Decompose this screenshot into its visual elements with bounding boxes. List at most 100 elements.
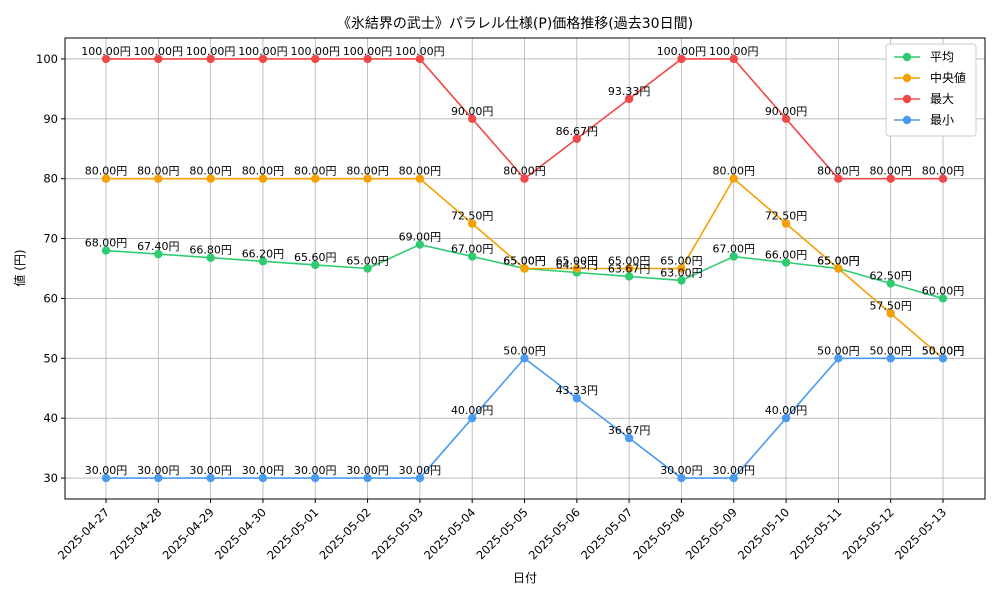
- y-tick-label: 60: [43, 291, 58, 305]
- data-label: 80.00円: [713, 165, 756, 178]
- data-point: [572, 394, 582, 403]
- x-tick-label: 2025-05-09: [683, 505, 740, 562]
- data-label: 100.00円: [291, 45, 341, 58]
- data-point: [258, 473, 268, 483]
- y-tick-label: 70: [43, 232, 58, 246]
- y-tick-label: 30: [43, 471, 58, 485]
- y-tick-label: 50: [43, 351, 58, 365]
- data-label: 65.00円: [817, 255, 860, 268]
- data-point: [415, 174, 425, 183]
- data-point: [781, 413, 791, 423]
- data-label: 80.00円: [399, 165, 442, 178]
- x-tick-label: 2025-04-29: [160, 505, 217, 562]
- data-point: [729, 473, 738, 483]
- data-label: 80.00円: [242, 165, 285, 178]
- data-point: [624, 433, 634, 443]
- data-point: [154, 249, 163, 259]
- data-label: 68.00円: [85, 237, 128, 250]
- x-tick-label: 2025-05-04: [421, 505, 478, 562]
- data-point: [886, 174, 895, 183]
- data-point: [938, 354, 948, 363]
- data-label: 100.00円: [709, 45, 759, 58]
- data-point: [311, 174, 320, 183]
- data-label: 80.00円: [294, 165, 337, 178]
- data-label: 100.00円: [343, 45, 393, 58]
- y-tick-label: 40: [43, 411, 58, 425]
- x-tick-label: 2025-05-13: [892, 505, 949, 562]
- data-label: 90.00円: [451, 105, 494, 118]
- x-tick-label: 2025-05-10: [735, 505, 792, 562]
- data-point: [415, 473, 425, 483]
- legend-label: 最大: [930, 92, 954, 106]
- data-label: 65.60円: [294, 251, 337, 264]
- x-tick-label: 2025-05-11: [787, 505, 844, 562]
- data-point: [415, 54, 425, 64]
- data-label: 57.50円: [869, 299, 912, 312]
- data-label: 50.00円: [503, 344, 546, 357]
- data-point: [834, 264, 843, 273]
- data-label: 80.00円: [503, 165, 546, 178]
- data-label: 65.00円: [608, 255, 651, 268]
- data-point: [624, 264, 634, 273]
- data-label: 30.00円: [294, 464, 337, 477]
- data-point: [729, 54, 738, 64]
- data-point: [938, 294, 948, 303]
- data-label: 69.00円: [399, 231, 442, 244]
- data-label: 65.00円: [346, 255, 389, 268]
- legend-swatch-marker: [902, 115, 912, 125]
- x-tick-label: 2025-05-12: [840, 505, 897, 562]
- data-point: [520, 264, 529, 273]
- data-point: [467, 219, 477, 228]
- x-axis: 2025-04-272025-04-282025-04-292025-04-30…: [55, 499, 949, 562]
- data-point: [677, 276, 686, 285]
- data-point: [729, 174, 738, 183]
- legend-label: 平均: [930, 50, 954, 64]
- data-point: [154, 54, 163, 64]
- data-label: 65.00円: [660, 255, 703, 268]
- legend-label: 最小: [930, 113, 954, 127]
- data-label: 67.40円: [137, 240, 180, 253]
- data-label: 30.00円: [242, 464, 285, 477]
- data-point: [311, 473, 320, 483]
- legend-label: 中央値: [930, 70, 966, 85]
- data-point: [677, 54, 686, 64]
- y-axis: 30 40 50 60 70 80 90 100: [36, 52, 65, 485]
- data-label: 30.00円: [189, 464, 232, 477]
- data-label: 93.33円: [608, 85, 651, 98]
- data-label: 50.00円: [817, 344, 860, 357]
- data-label: 100.00円: [395, 45, 445, 58]
- data-label: 80.00円: [922, 165, 965, 178]
- data-point: [154, 174, 163, 183]
- data-label: 65.00円: [503, 255, 546, 268]
- data-label: 60.00円: [922, 284, 965, 297]
- data-label: 80.00円: [85, 165, 128, 178]
- series-group: 68.00円 67.40円 66.80円 66.20円 65.60円 65.00円 69.0…: [81, 45, 965, 483]
- data-point: [101, 246, 111, 255]
- data-point: [101, 54, 111, 64]
- data-label: 80.00円: [189, 165, 232, 178]
- data-point: [834, 354, 843, 363]
- x-tick-label: 2025-05-07: [578, 505, 635, 562]
- y-tick-label: 80: [43, 172, 58, 186]
- data-point: [363, 264, 372, 273]
- data-point: [258, 54, 268, 64]
- data-point: [363, 473, 372, 483]
- y-axis-title: 値 (円): [12, 249, 27, 286]
- data-label: 72.50円: [765, 210, 808, 223]
- data-label: 30.00円: [346, 464, 389, 477]
- data-point: [467, 114, 477, 124]
- data-label: 63.67円: [608, 262, 651, 275]
- data-label: 80.00円: [137, 165, 180, 178]
- data-point: [206, 473, 215, 483]
- legend-swatch-marker: [902, 73, 912, 83]
- data-point: [624, 272, 634, 281]
- data-label: 100.00円: [186, 45, 236, 58]
- data-label: 80.00円: [346, 165, 389, 178]
- data-point: [886, 354, 895, 363]
- data-label: 100.00円: [81, 45, 131, 58]
- data-point: [206, 54, 215, 64]
- x-axis-title: 日付: [513, 571, 537, 585]
- x-tick-label: 2025-04-27: [55, 505, 112, 562]
